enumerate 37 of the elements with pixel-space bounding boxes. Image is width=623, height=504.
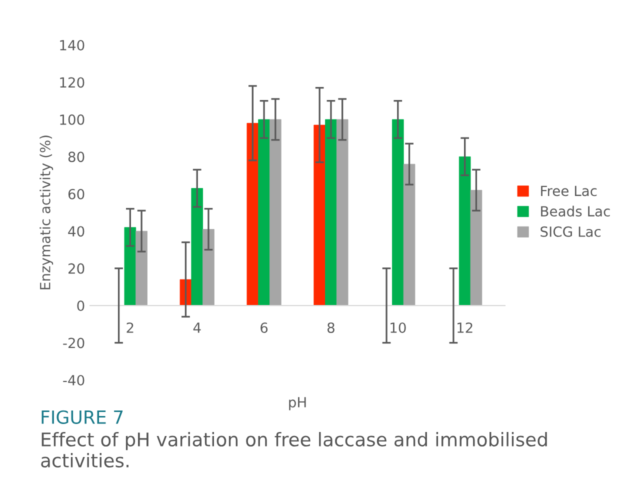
y-tick-label: -20: [63, 338, 84, 348]
y-tick-label: -40: [63, 374, 84, 386]
bar: [392, 119, 404, 306]
bar: [314, 124, 326, 306]
caption: FIGURE 7: [42, 410, 123, 424]
x-tick-label: 2: [126, 322, 134, 333]
legend-label: Beads Lac: [541, 206, 610, 217]
bar: [470, 190, 482, 306]
y-tick-label: 0: [77, 300, 84, 312]
bar: [246, 122, 259, 306]
bar: [124, 227, 136, 306]
bar: [258, 119, 270, 306]
bar: [136, 230, 148, 306]
bar: [191, 188, 203, 306]
x-tick-label: 12: [458, 322, 472, 333]
x-tick-label: 6: [260, 322, 268, 333]
bar: [202, 229, 214, 306]
x-tick-label: 10: [390, 322, 406, 333]
bar: [325, 119, 337, 306]
y-tick-label: 100: [60, 114, 84, 125]
y-tick-label: 80: [68, 152, 84, 162]
bar: [270, 119, 282, 306]
x-axis-title: pH: [289, 397, 306, 410]
bar: [336, 119, 348, 306]
x-tick-label: 4: [193, 322, 201, 333]
y-axis-title: Enzymatic activity (%): [40, 136, 54, 290]
y-tick-label: 60: [68, 188, 84, 200]
bar: [458, 156, 471, 306]
x-tick-label: 8: [327, 322, 334, 333]
legend-label: Free Lac: [541, 186, 597, 196]
text: Effect of pH variation on free laccase and immobilised activities.: [41, 432, 547, 468]
bar: [403, 164, 416, 306]
y-tick-label: 120: [60, 77, 84, 88]
legend-label: SICG Lac: [540, 226, 601, 237]
y-tick-label: 40: [68, 226, 84, 237]
y-tick-label: 20: [68, 263, 84, 274]
y-tick-label: 140: [60, 40, 84, 50]
